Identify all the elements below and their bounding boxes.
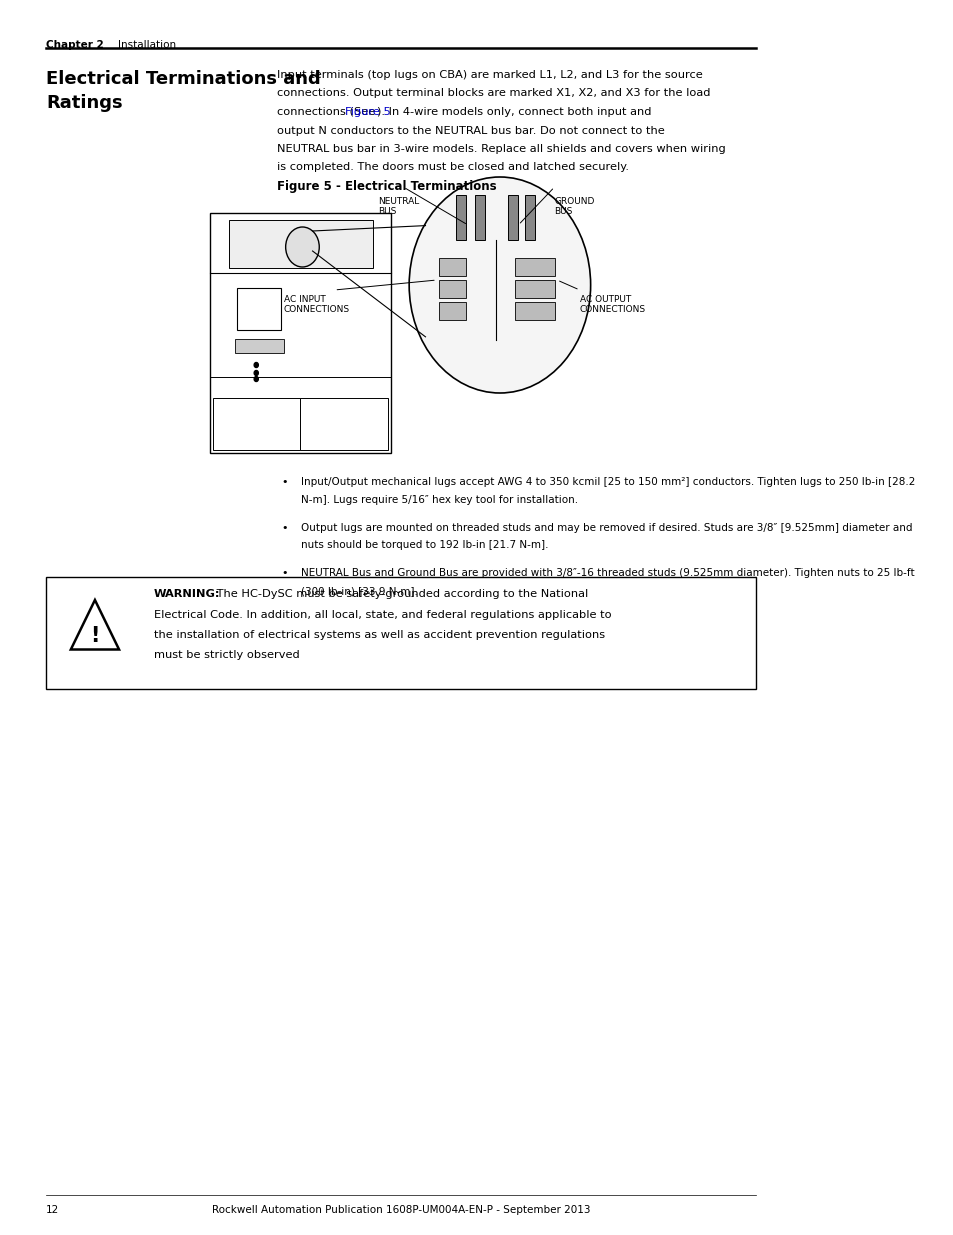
Text: Installation: Installation xyxy=(117,40,175,49)
Text: The HC-DySC must be safety-grounded according to the National: The HC-DySC must be safety-grounded acco… xyxy=(213,589,587,599)
Text: GROUND
BUS: GROUND BUS xyxy=(554,198,595,216)
FancyBboxPatch shape xyxy=(456,195,466,240)
FancyBboxPatch shape xyxy=(46,577,756,689)
Text: NEUTRAL Bus and Ground Bus are provided with 3/8″-16 threaded studs (9.525mm dia: NEUTRAL Bus and Ground Bus are provided … xyxy=(300,568,913,578)
Text: WARNING:: WARNING: xyxy=(153,589,220,599)
Text: Rockwell Automation Publication 1608P-UM004A-EN-P - September 2013: Rockwell Automation Publication 1608P-UM… xyxy=(212,1205,590,1215)
Text: NEUTRAL bus bar in 3-wire models. Replace all shields and covers when wiring: NEUTRAL bus bar in 3-wire models. Replac… xyxy=(277,144,725,154)
FancyBboxPatch shape xyxy=(475,195,484,240)
Text: 12: 12 xyxy=(46,1205,59,1215)
FancyBboxPatch shape xyxy=(515,303,555,320)
Text: Chapter 2: Chapter 2 xyxy=(46,40,104,49)
Circle shape xyxy=(253,370,258,375)
Text: is completed. The doors must be closed and latched securely.: is completed. The doors must be closed a… xyxy=(277,163,629,173)
FancyBboxPatch shape xyxy=(213,398,300,450)
Text: the installation of electrical systems as well as accident prevention regulation: the installation of electrical systems a… xyxy=(153,630,604,640)
Text: nuts should be torqued to 192 lb-in [21.7 N-m].: nuts should be torqued to 192 lb-in [21.… xyxy=(300,541,548,551)
Text: Figure 5: Figure 5 xyxy=(345,107,391,117)
FancyBboxPatch shape xyxy=(515,280,555,298)
FancyBboxPatch shape xyxy=(236,288,280,330)
Text: (300 lb-in) [33.9 N-m].: (300 lb-in) [33.9 N-m]. xyxy=(300,585,417,597)
FancyBboxPatch shape xyxy=(439,280,466,298)
Circle shape xyxy=(409,177,590,393)
FancyBboxPatch shape xyxy=(210,212,391,453)
Text: N-m]. Lugs require 5/16″ hex key tool for installation.: N-m]. Lugs require 5/16″ hex key tool fo… xyxy=(300,495,578,505)
FancyBboxPatch shape xyxy=(524,195,535,240)
Circle shape xyxy=(253,377,258,382)
Circle shape xyxy=(285,227,319,267)
Circle shape xyxy=(253,363,258,368)
FancyBboxPatch shape xyxy=(439,258,466,275)
Text: Electrical Terminations and
Ratings: Electrical Terminations and Ratings xyxy=(46,70,320,111)
Text: Input terminals (top lugs on CBA) are marked L1, L2, and L3 for the source: Input terminals (top lugs on CBA) are ma… xyxy=(277,70,702,80)
Text: Figure 5 - Electrical Terminations: Figure 5 - Electrical Terminations xyxy=(277,180,497,193)
Text: AC INPUT
CONNECTIONS: AC INPUT CONNECTIONS xyxy=(284,295,350,315)
Text: •: • xyxy=(281,522,288,532)
Text: NEUTRAL
BUS: NEUTRAL BUS xyxy=(377,198,419,216)
Text: ). In 4-wire models only, connect both input and: ). In 4-wire models only, connect both i… xyxy=(376,107,651,117)
FancyBboxPatch shape xyxy=(508,195,517,240)
Polygon shape xyxy=(71,600,119,650)
Text: must be strictly observed: must be strictly observed xyxy=(153,651,299,661)
Text: output N conductors to the NEUTRAL bus bar. Do not connect to the: output N conductors to the NEUTRAL bus b… xyxy=(277,126,664,136)
FancyBboxPatch shape xyxy=(439,303,466,320)
Text: •: • xyxy=(281,568,288,578)
FancyBboxPatch shape xyxy=(300,398,388,450)
Text: •: • xyxy=(281,477,288,487)
Text: AC OUTPUT
CONNECTIONS: AC OUTPUT CONNECTIONS xyxy=(579,295,645,315)
Text: connections. Output terminal blocks are marked X1, X2, and X3 for the load: connections. Output terminal blocks are … xyxy=(277,89,710,99)
FancyBboxPatch shape xyxy=(515,258,555,275)
Text: connections (See: connections (See xyxy=(277,107,378,117)
Text: Output lugs are mounted on threaded studs and may be removed if desired. Studs a: Output lugs are mounted on threaded stud… xyxy=(300,522,911,532)
FancyBboxPatch shape xyxy=(235,338,284,353)
FancyBboxPatch shape xyxy=(229,220,373,268)
Text: Input/Output mechanical lugs accept AWG 4 to 350 kcmil [25 to 150 mm²] conductor: Input/Output mechanical lugs accept AWG … xyxy=(300,477,914,487)
Text: !: ! xyxy=(91,626,99,646)
Text: Electrical Code. In addition, all local, state, and federal regulations applicab: Electrical Code. In addition, all local,… xyxy=(153,610,611,620)
